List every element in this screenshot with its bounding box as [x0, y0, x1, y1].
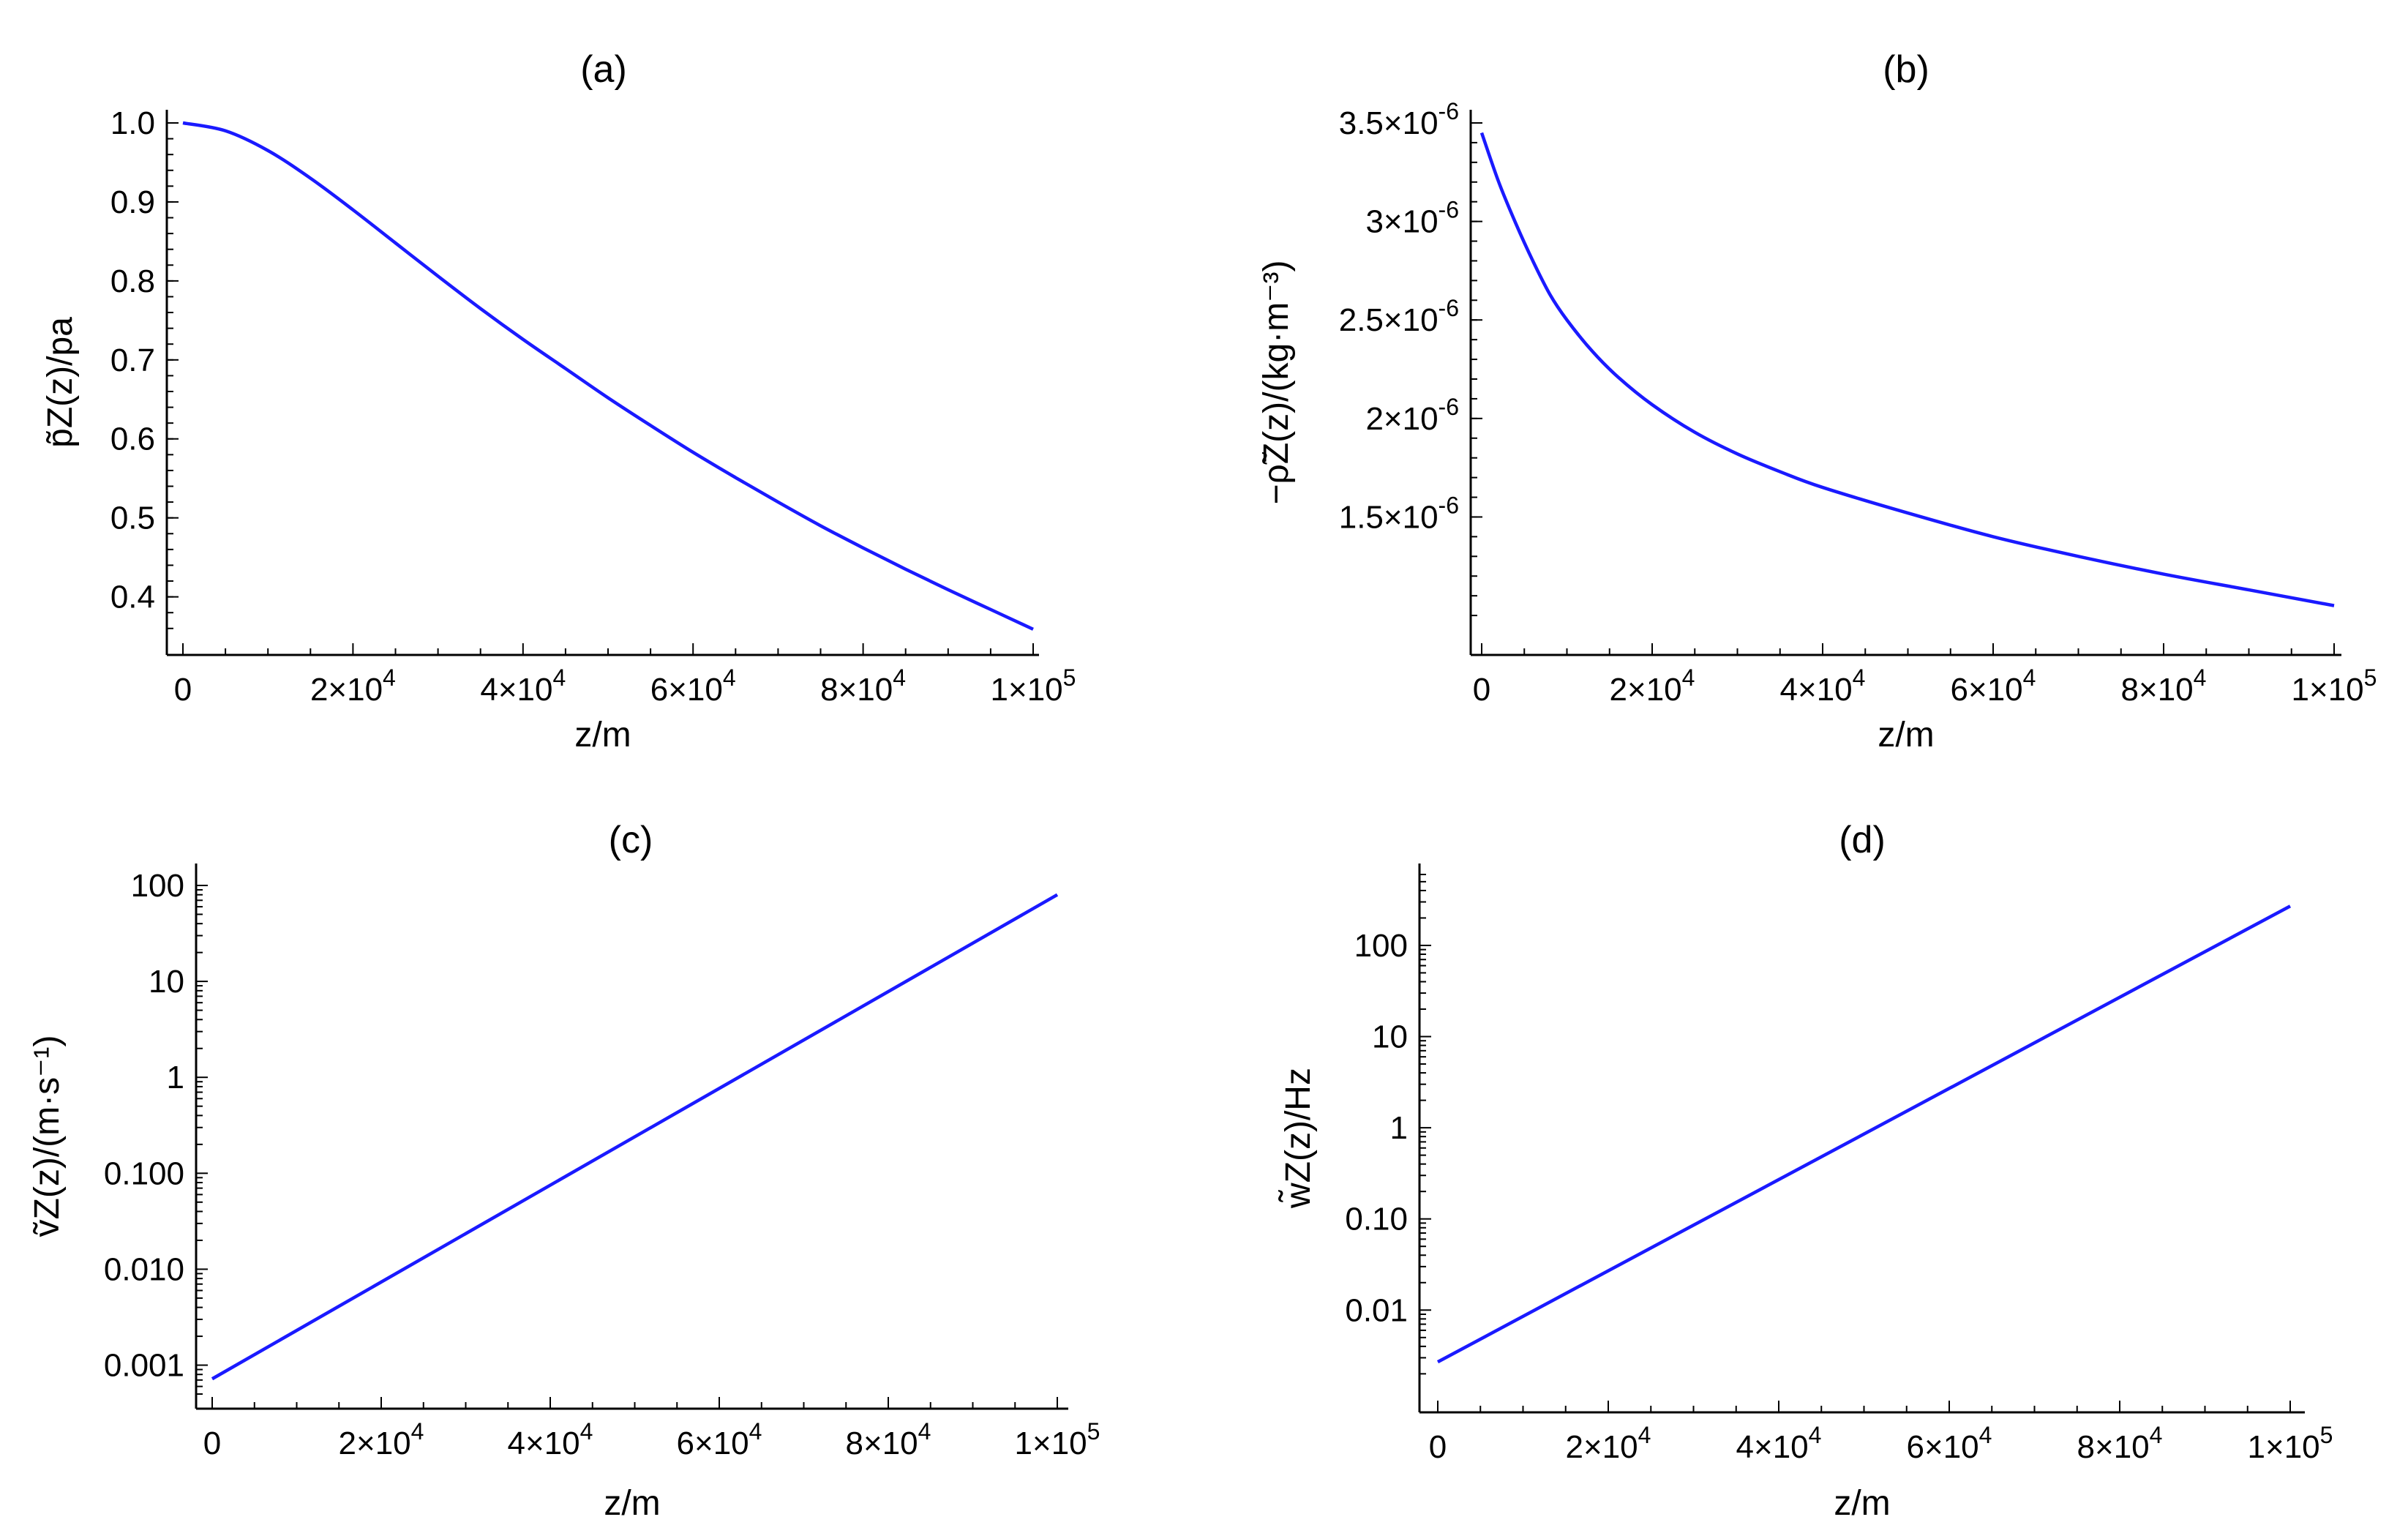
x-tick-label: 2×104	[339, 1418, 424, 1461]
series-line-pZ	[182, 121, 1034, 631]
x-tick-label: 2×104	[1610, 664, 1695, 708]
x-tick-label: 6×104	[677, 1418, 762, 1461]
y-tick-label: 3.5×10-6	[1339, 98, 1459, 141]
y-tick-label: 2×10-6	[1365, 394, 1459, 437]
series-line-vZ	[211, 893, 1059, 1381]
y-tick-label: 10	[149, 964, 184, 1000]
x-tick-label: 2×104	[1566, 1422, 1651, 1465]
y-tick-label: 100	[1354, 928, 1408, 964]
y-tick-label: 0.100	[104, 1155, 184, 1191]
y-tick-label: 1.0	[110, 105, 155, 141]
x-axis-label: z/m	[574, 716, 631, 754]
panel-title: (a)	[580, 48, 627, 91]
chart-panel-c: 0 2×104 4×104 6×104 8×104 1×105 100 10 1 0.100 0.0…	[28, 819, 1100, 1523]
x-tick-label: 4×104	[1780, 664, 1866, 708]
x-tick-label: 8×104	[2121, 664, 2207, 708]
x-tick-label: 8×104	[846, 1418, 931, 1461]
x-tick-label: 4×104	[1736, 1422, 1822, 1465]
y-axis-label: −ρ̃Z(z)/(kg·m⁻³)	[1257, 261, 1296, 505]
y-axis-label: w̃Z(z)/Hz	[1278, 1068, 1318, 1209]
y-tick-label: 0.8	[110, 263, 155, 299]
series-line-rhoZ	[1479, 132, 2335, 607]
x-tick-label: 6×104	[1951, 664, 2036, 708]
x-tick-label: 0	[1473, 672, 1490, 708]
chart-panel-d: 0 2×104 4×104 6×104 8×104 1×105 100 10 1 0.10 0.01…	[1278, 819, 2333, 1523]
y-tick-label: 0.01	[1345, 1292, 1408, 1328]
x-tick-label: 2×104	[310, 664, 396, 708]
y-tick-label: 10	[1372, 1019, 1408, 1055]
y-tick-label: 0.9	[110, 184, 155, 220]
y-tick-label: 0.7	[110, 342, 155, 378]
y-tick-label: 0.010	[104, 1251, 184, 1287]
x-tick-label: 8×104	[2077, 1422, 2163, 1465]
x-tick-label: 4×104	[508, 1418, 593, 1461]
y-tick-label: 0.4	[110, 580, 155, 615]
y-tick-label: 0.001	[104, 1348, 184, 1384]
y-tick-label: 3×10-6	[1365, 197, 1459, 240]
x-tick-label: 4×104	[480, 664, 566, 708]
y-tick-label: 1.5×10-6	[1339, 492, 1459, 535]
panel-title: (d)	[1839, 819, 1886, 861]
y-tick-label: 0.10	[1345, 1202, 1408, 1237]
x-tick-label: 0	[1429, 1429, 1447, 1465]
y-tick-label: 0.6	[110, 422, 155, 457]
panel-title: (b)	[1883, 48, 1929, 91]
x-tick-label: 0	[174, 672, 192, 708]
x-tick-label: 6×104	[650, 664, 736, 708]
y-axis-label: p̃Z(z)/pa	[41, 317, 80, 448]
x-axis-label: z/m	[1834, 1484, 1890, 1523]
chart-panel-a: 0 2×104 4×104 6×104 8×104 1×105 1.0 0.9 0.8 0.7 0.…	[41, 48, 1076, 754]
y-tick-label: 0.5	[110, 501, 155, 536]
panel-title: (c)	[609, 819, 653, 861]
x-tick-label: 1×105	[1015, 1418, 1100, 1461]
x-tick-label: 8×104	[820, 664, 906, 708]
x-tick-label: 0	[203, 1426, 221, 1461]
x-axis-label: z/m	[1878, 716, 1934, 754]
y-axis-label: ṽZ(z)/(m·s⁻¹)	[28, 1035, 67, 1237]
x-tick-label: 6×104	[1907, 1422, 1992, 1465]
x-tick-label: 1×105	[2292, 664, 2377, 708]
x-tick-label: 1×105	[2248, 1422, 2333, 1465]
y-tick-label: 100	[131, 868, 184, 904]
x-tick-label: 1×105	[991, 664, 1076, 708]
series-line-wZ	[1436, 904, 2292, 1364]
y-tick-label: 1	[167, 1060, 184, 1095]
x-axis-label: z/m	[604, 1484, 660, 1523]
y-tick-label: 1	[1390, 1110, 1408, 1146]
chart-panel-b: 0 2×104 4×104 6×104 8×104 1×105 3.5×10-6 3×10-6…	[1257, 48, 2377, 754]
y-tick-label: 2.5×10-6	[1339, 295, 1459, 338]
